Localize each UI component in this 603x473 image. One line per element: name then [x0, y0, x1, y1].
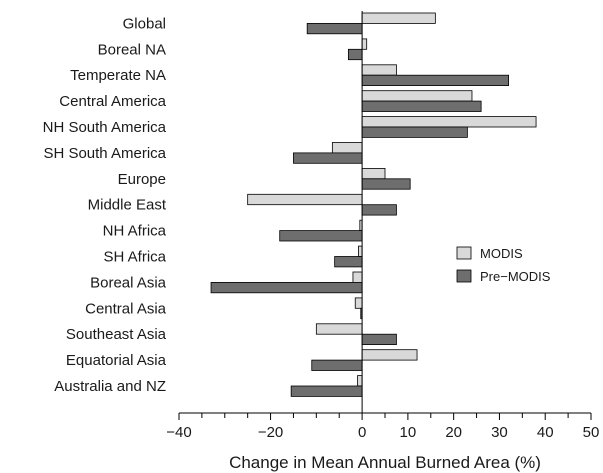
x-tick-label: 50: [583, 424, 600, 441]
legend-swatch-pre-modis: [456, 269, 472, 283]
bar-pre-modis-9: [334, 256, 363, 268]
bar-modis-14: [357, 375, 363, 387]
bar-pre-modis-7: [361, 204, 397, 216]
bar-pre-modis-8: [279, 230, 363, 242]
bar-pre-modis-4: [361, 126, 468, 138]
bar-modis-3: [361, 90, 473, 102]
category-label: Equatorial Asia: [66, 352, 167, 369]
bar-modis-9: [358, 245, 363, 257]
legend-label-modis: MODIS: [480, 246, 523, 261]
bar-pre-modis-3: [361, 100, 482, 112]
x-tick-label: 40: [537, 424, 554, 441]
bar-pre-modis-6: [361, 178, 411, 190]
category-label: Central Asia: [85, 300, 167, 317]
bar-pre-modis-5: [293, 152, 363, 164]
bar-modis-2: [361, 64, 397, 76]
bar-modis-13: [361, 349, 418, 361]
bar-modis-12: [315, 323, 363, 335]
category-labels: Global Boreal NA Temperate NA Central Ameri…: [43, 15, 167, 395]
x-tick-label: 0: [358, 424, 366, 441]
x-tick-label: −40: [166, 424, 191, 441]
category-label: Europe: [118, 171, 166, 188]
category-label: Boreal NA: [98, 41, 166, 58]
bar-modis-10: [352, 271, 363, 283]
bar-modis-11: [354, 297, 363, 309]
bars-group: [210, 12, 537, 397]
category-label: SH Africa: [103, 249, 166, 266]
category-label: Australia and NZ: [54, 378, 166, 395]
bar-modis-5: [331, 142, 363, 154]
legend-label-pre-modis: Pre−MODIS: [480, 269, 551, 284]
category-label: Global: [123, 15, 166, 32]
bar-pre-modis-2: [361, 74, 510, 86]
bar-modis-1: [361, 38, 368, 50]
x-axis-label: Change in Mean Annual Burned Area (%): [229, 453, 541, 472]
x-tick-label: 30: [491, 424, 508, 441]
category-label: Middle East: [88, 197, 167, 214]
x-tick-label: 10: [400, 424, 417, 441]
x-tick-label: −20: [258, 424, 283, 441]
category-label: NH Africa: [103, 223, 167, 240]
bar-modis-7: [247, 193, 363, 206]
legend: MODIS Pre−MODIS: [456, 246, 551, 284]
legend-swatch-modis: [456, 246, 472, 260]
x-axis: −40 −20 0 10 20 30 40 50: [166, 412, 600, 441]
bar-pre-modis-12: [361, 333, 397, 346]
bar-modis-0: [361, 12, 436, 24]
bar-modis-4: [361, 116, 537, 128]
category-label: Boreal Asia: [90, 274, 167, 291]
bar-pre-modis-14: [290, 385, 363, 397]
category-label: Temperate NA: [70, 67, 166, 84]
bar-pre-modis-13: [311, 359, 363, 371]
bar-modis-6: [361, 167, 386, 180]
bar-pre-modis-0: [306, 22, 363, 35]
category-label: Central America: [59, 93, 166, 110]
category-label: Southeast Asia: [66, 326, 167, 343]
bar-pre-modis-1: [347, 48, 363, 61]
category-label: NH South America: [43, 119, 167, 136]
bar-pre-modis-10: [210, 281, 363, 294]
x-tick-label: 20: [445, 424, 462, 441]
category-label: SH South America: [43, 145, 166, 162]
